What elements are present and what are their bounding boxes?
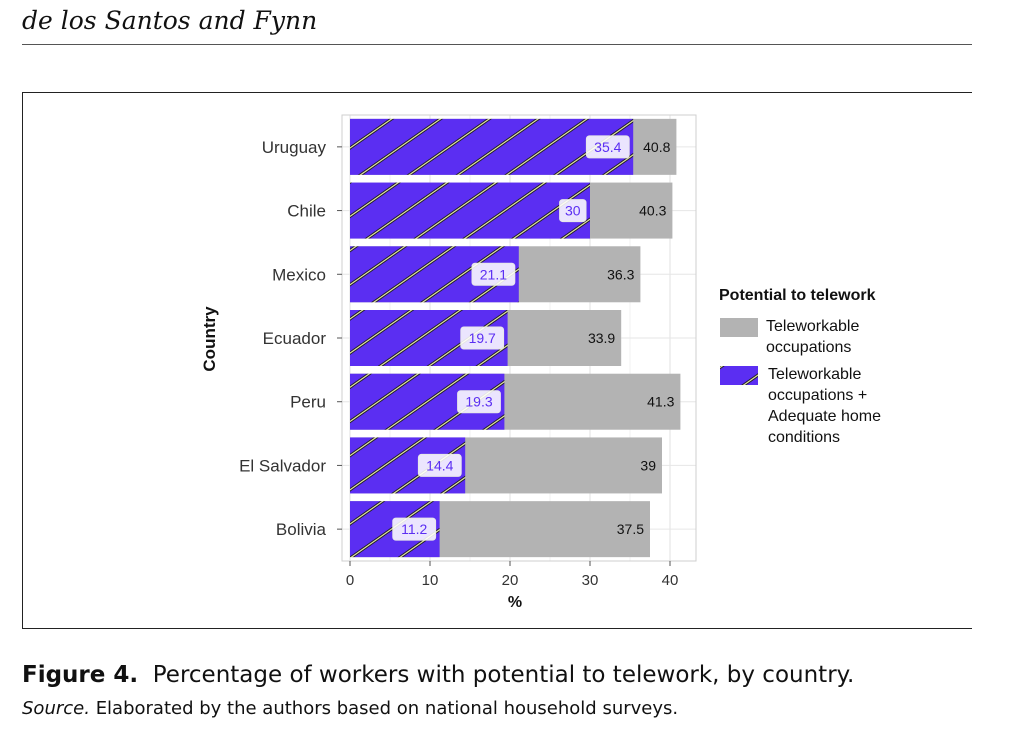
data-label-adequate: 14.4 [426,457,453,473]
data-label-box [471,262,516,286]
data-label-box [559,199,587,223]
y-tick-label: Ecuador [263,329,327,348]
data-label-adequate: 19.3 [465,394,492,410]
data-label-adequate: 35.4 [594,139,621,155]
data-label-box [457,390,501,414]
y-tick-label: Uruguay [262,138,327,157]
data-label-teleworkable: 37.5 [617,521,644,537]
data-label-adequate: 30 [565,203,581,219]
running-head: de los Santos and Fynn [22,6,318,35]
caption-text: Percentage of workers with potential to … [152,662,855,688]
caption-label: Figure 4. [22,662,139,688]
data-label-teleworkable: 40.3 [639,203,666,219]
data-label-box [392,517,437,541]
x-tick-label: 40 [662,572,679,589]
data-label-adequate: 11.2 [401,521,427,537]
x-tick-label: 0 [346,572,354,589]
x-tick-label: 30 [582,572,599,589]
data-label-teleworkable: 40.8 [643,139,670,155]
data-label-teleworkable: 41.3 [647,394,674,410]
source-text: Elaborated by the authors based on natio… [95,698,679,719]
data-label-teleworkable: 36.3 [607,266,634,282]
legend-key-teleworkable [720,318,758,337]
data-label-teleworkable: 39 [640,457,656,473]
data-label-box [460,326,505,350]
y-tick-label: Bolivia [276,520,327,539]
y-tick-label: El Salvador [239,456,326,475]
data-label-adequate: 19.7 [469,330,496,346]
data-label-adequate: 21.1 [480,266,507,282]
data-label-box [417,453,462,477]
legend-key-adequate [720,366,758,385]
x-tick-label: 10 [422,572,439,589]
legend-label-adequate: Teleworkable occupations + Adequate home… [768,366,885,446]
figure-caption: Figure 4. Percentage of workers with pot… [22,662,854,688]
x-tick-label: 20 [502,572,519,589]
data-labels: 40.8 35.4 40.3 30 36.3 21.1 33.9 19.7 41.3 19.3 39… [392,135,675,541]
axes: Uruguay Chile Mexico Ecuador Peru El Salvador… [239,138,678,589]
y-tick-label: Peru [290,393,326,412]
y-tick-label: Mexico [272,265,326,284]
legend: Potential to telework Teleworkable occup… [719,287,885,446]
legend-label-teleworkable: Teleworkable occupations [766,318,864,356]
y-axis-title: Country [200,306,219,372]
data-label-box [585,135,630,159]
x-axis-title: % [508,594,522,611]
legend-title: Potential to telework [719,287,876,304]
header-rule [22,44,972,45]
y-tick-label: Chile [287,202,326,221]
figure-source: Source. Elaborated by the authors based … [22,698,678,719]
bar-adequate [350,182,590,239]
source-label: Source. [22,698,90,719]
data-label-teleworkable: 33.9 [588,330,615,346]
figure-frame [22,92,972,629]
